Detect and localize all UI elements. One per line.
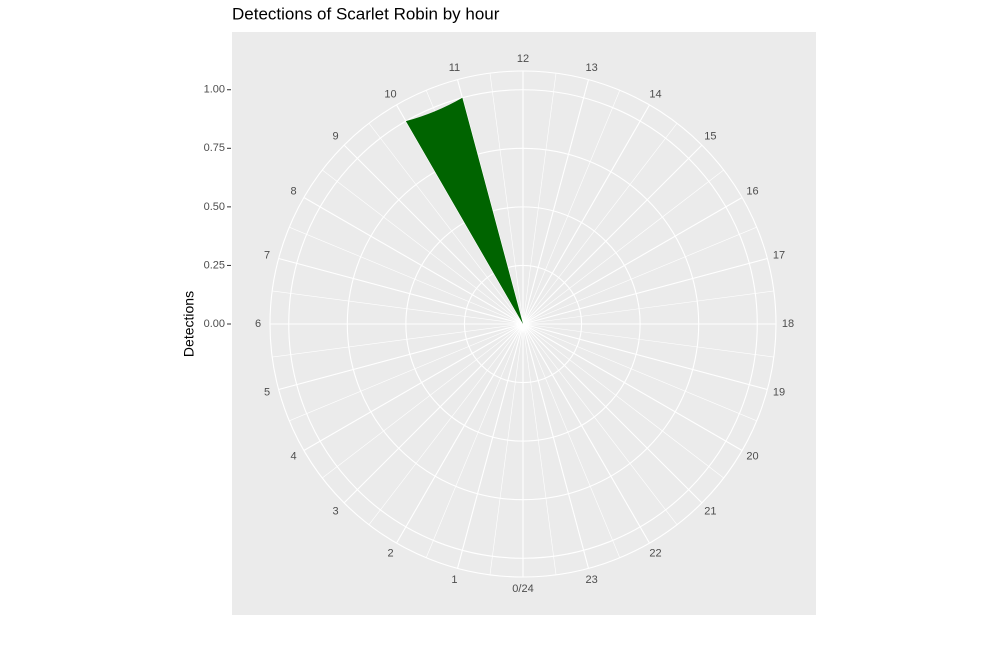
- grid-line: [522, 323, 743, 451]
- minor-grid-line: [522, 290, 774, 325]
- marks: [405, 97, 523, 324]
- grid-line: [303, 323, 524, 451]
- x-tick-label: 6: [255, 318, 261, 330]
- grid-line: [522, 323, 703, 504]
- y-tick-label: 1.00: [204, 84, 225, 96]
- minor-grid-line: [489, 73, 524, 325]
- y-tick-label: 0.50: [204, 201, 225, 213]
- x-tick-label: 2: [387, 547, 393, 559]
- x-tick-label: 7: [264, 249, 270, 261]
- x-tick-label: 0/24: [512, 583, 533, 595]
- minor-grid-line: [368, 323, 524, 525]
- x-tick-label: 9: [333, 131, 339, 143]
- minor-grid-line: [322, 323, 524, 479]
- minor-grid-line: [522, 323, 557, 575]
- grid-line: [456, 79, 524, 325]
- y-tick-label: 0.75: [204, 142, 225, 154]
- minor-grid-line: [522, 323, 724, 479]
- bar: [405, 97, 523, 324]
- x-tick-label: 19: [773, 386, 785, 398]
- x-tick-label: 4: [290, 450, 296, 462]
- grid-line: [343, 144, 524, 325]
- grid-line: [522, 323, 590, 569]
- grid-line: [522, 257, 768, 325]
- minor-grid-line: [489, 323, 524, 575]
- minor-grid-line: [289, 226, 524, 325]
- grid-line: [522, 144, 703, 325]
- grid-line: [522, 323, 650, 544]
- grid-line: [278, 257, 524, 325]
- x-tick-label: 12: [517, 53, 529, 65]
- grid: [269, 70, 777, 578]
- y-tick-label: 0.00: [204, 318, 225, 330]
- x-tick-label: 10: [384, 88, 396, 100]
- minor-grid-line: [272, 323, 524, 358]
- minor-grid-line: [522, 123, 678, 325]
- grid-line: [522, 323, 768, 391]
- x-tick-label: 5: [264, 386, 270, 398]
- x-tick-label: 17: [773, 249, 785, 261]
- y-tick-label: 0.25: [204, 259, 225, 271]
- grid-line: [278, 323, 524, 391]
- minor-grid-line: [522, 169, 724, 325]
- minor-grid-line: [522, 323, 621, 558]
- minor-grid-line: [522, 73, 557, 325]
- grid-line: [456, 323, 524, 569]
- x-tick-label: 13: [585, 62, 597, 74]
- x-tick-label: 11: [449, 62, 460, 74]
- minor-grid-line: [522, 226, 757, 325]
- chart-title: Detections of Scarlet Robin by hour: [232, 4, 500, 23]
- minor-grid-line: [289, 323, 524, 422]
- minor-grid-line: [522, 90, 621, 325]
- grid-line: [522, 197, 743, 325]
- x-tick-label: 18: [782, 318, 794, 330]
- minor-grid-line: [522, 323, 757, 422]
- x-tick-label: 3: [333, 505, 339, 517]
- x-tick-label: 15: [704, 131, 716, 143]
- labels: 0.000.250.500.751.000/241234567891011121…: [204, 53, 795, 595]
- y-axis-title: Detections: [181, 291, 197, 357]
- x-tick-label: 8: [290, 185, 296, 197]
- minor-grid-line: [522, 323, 678, 525]
- minor-grid-line: [425, 323, 524, 558]
- minor-grid-line: [272, 290, 524, 325]
- x-tick-label: 20: [746, 450, 758, 462]
- x-tick-label: 22: [649, 547, 661, 559]
- grid-line: [522, 79, 590, 325]
- grid-line: [396, 323, 524, 544]
- x-tick-label: 1: [451, 574, 457, 586]
- grid-line: [303, 197, 524, 325]
- x-tick-label: 16: [746, 185, 758, 197]
- x-tick-label: 21: [704, 505, 716, 517]
- minor-grid-line: [322, 169, 524, 325]
- x-tick-label: 23: [585, 574, 597, 586]
- minor-grid-line: [522, 323, 774, 358]
- grid-line: [343, 323, 524, 504]
- x-tick-label: 14: [649, 88, 661, 100]
- minor-grid-line: [368, 123, 524, 325]
- grid-line: [522, 104, 650, 325]
